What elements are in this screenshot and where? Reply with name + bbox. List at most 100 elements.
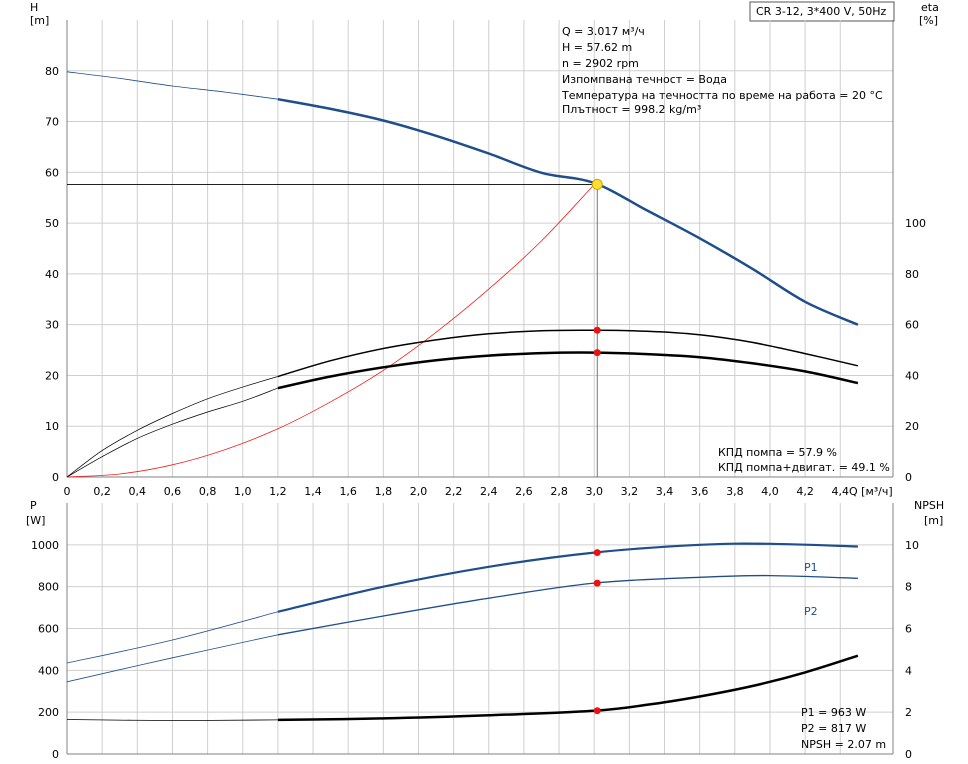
title-box: [749, 1, 895, 22]
p-tick-label: 1000: [31, 539, 59, 552]
bottom-axes: [66, 503, 894, 755]
p-tick-label: 0: [52, 748, 59, 761]
npsh-axis-unit: [m]: [924, 514, 943, 527]
top-operating-points: [67, 178, 603, 477]
eta-pump-motor-note: КПД помпа+двигат. = 49.1 %: [718, 461, 890, 474]
eta-tick-labels: 0 20 40 60 80 100: [905, 217, 926, 484]
info-h: H = 57.62 m: [562, 41, 632, 54]
h-tick-label: 10: [45, 420, 59, 433]
top-series: [66, 71, 859, 478]
npsh-operating-point: [593, 707, 601, 715]
q-tick-label: 4,0: [761, 485, 779, 498]
eta-pump-curve: [277, 329, 859, 378]
eta-tick-label: 40: [905, 369, 919, 382]
top-axes: [66, 20, 894, 478]
p-axis-unit: [W]: [26, 514, 45, 527]
p-axis-label: P: [30, 499, 37, 512]
eta-pump-point: [593, 326, 601, 334]
h-axis-label: H: [30, 1, 38, 14]
eta-tick-label: 20: [905, 420, 919, 433]
npsh-axis-label: NPSH: [914, 499, 944, 512]
eta-tick-label: 100: [905, 217, 926, 230]
eta-tick-label: 60: [905, 319, 919, 332]
q-tick-label: 3,2: [621, 485, 639, 498]
H-curve-extrapolated: [66, 71, 278, 100]
info-liquid: Изпомпвана течност = Вода: [562, 73, 727, 86]
p-tick-label: 800: [38, 581, 59, 594]
h-tick-label: 20: [45, 369, 59, 382]
q-tick-label: 0: [64, 485, 71, 498]
q-tick-label: 1,0: [234, 485, 252, 498]
q-tick-label: 0,8: [199, 485, 217, 498]
info-temperature: Температура на течността по време на раб…: [561, 89, 883, 102]
eta-axis-unit: [%]: [919, 14, 938, 27]
npsh-tick-label: 8: [905, 581, 912, 594]
q-tick-label: 1,8: [375, 485, 393, 498]
p-tick-label: 600: [38, 623, 59, 636]
info-n: n = 2902 rpm: [562, 57, 639, 70]
eta-tick-label: 80: [905, 268, 919, 281]
q-tick-label: 0,4: [129, 485, 147, 498]
power-readout: P1 = 963 W P2 = 817 W NPSH = 2.07 m: [801, 706, 886, 751]
q-tick-label: 0,6: [164, 485, 182, 498]
bottom-series: [66, 542, 859, 722]
info-density: Плътност = 998.2 kg/m³: [562, 103, 701, 116]
eta-axis-label: eta: [921, 1, 939, 14]
npsh-readout: NPSH = 2.07 m: [801, 738, 886, 751]
q-tick-label: 3,6: [691, 485, 709, 498]
npsh-tick-labels: 0 2 4 6 8 10: [905, 539, 919, 761]
q-tick-label: 3,8: [726, 485, 744, 498]
P1-curve-extrapolated: [66, 611, 279, 664]
p-tick-labels: 0 200 400 600 800 1000: [31, 539, 59, 761]
h-tick-label: 30: [45, 319, 59, 332]
h-tick-label: 40: [45, 268, 59, 281]
npsh-tick-label: 2: [905, 706, 912, 719]
h-tick-label: 50: [45, 217, 59, 230]
eta-pump-motor-point: [593, 349, 601, 357]
q-tick-label: 2,6: [515, 485, 533, 498]
q-tick-labels: 0 0,2 0,4 0,6 0,8 1,0 1,2 1,4 1,6 1,8 2,0 2,2 2,4 2,6…: [64, 485, 850, 498]
q-tick-label: 2,2: [445, 485, 463, 498]
p1-series-label: P1: [804, 561, 818, 574]
chart-title: CR 3-12, 3*400 V, 50Hz: [756, 5, 887, 18]
eta-pump-curve-extrapolated: [66, 376, 278, 478]
q-tick-label: 3,4: [656, 485, 674, 498]
q-tick-label: 2,8: [550, 485, 568, 498]
p2-readout: P2 = 817 W: [801, 722, 866, 735]
q-tick-label: 1,6: [339, 485, 357, 498]
top-gridlines: [66, 20, 893, 478]
q-tick-label: 1,4: [304, 485, 322, 498]
p1-operating-point: [593, 549, 601, 557]
efficiency-readout: КПД помпа = 57.9 % КПД помпа+двигат. = 4…: [718, 446, 890, 474]
eta-tick-label: 0: [905, 471, 912, 484]
operating-point-marker: [591, 178, 603, 190]
bottom-operating-points: [593, 549, 601, 715]
P2-curve: [277, 574, 858, 636]
h-tick-labels: 0 10 20 30 40 50 60 70 80: [45, 65, 59, 484]
q-tick-label: 4,4: [832, 485, 850, 498]
q-tick-label: 1,2: [269, 485, 287, 498]
system-curve-curve: [66, 184, 595, 478]
NPSH-curve: [277, 654, 859, 722]
npsh-tick-label: 10: [905, 539, 919, 552]
h-tick-label: 0: [52, 471, 59, 484]
P1-curve: [277, 542, 858, 613]
q-tick-label: 2,0: [410, 485, 428, 498]
P2-curve-extrapolated: [66, 634, 278, 683]
q-axis-label: Q [м³/ч]: [849, 485, 893, 498]
p-tick-label: 400: [38, 664, 59, 677]
p2-operating-point: [593, 579, 601, 587]
operating-info: Q = 3.017 м³/ч H = 57.62 m n = 2902 rpm …: [561, 25, 883, 116]
h-tick-label: 60: [45, 166, 59, 179]
eta-pump-note: КПД помпа = 57.9 %: [718, 446, 837, 459]
h-axis-unit: [m]: [30, 14, 49, 27]
H-curve: [277, 97, 859, 326]
p-tick-label: 200: [38, 706, 59, 719]
h-tick-label: 80: [45, 65, 59, 78]
npsh-tick-label: 6: [905, 623, 912, 636]
p1-readout: P1 = 963 W: [801, 706, 866, 719]
q-tick-label: 2,4: [480, 485, 498, 498]
NPSH-curve-extrapolated: [66, 719, 278, 721]
info-q: Q = 3.017 м³/ч: [562, 25, 645, 38]
